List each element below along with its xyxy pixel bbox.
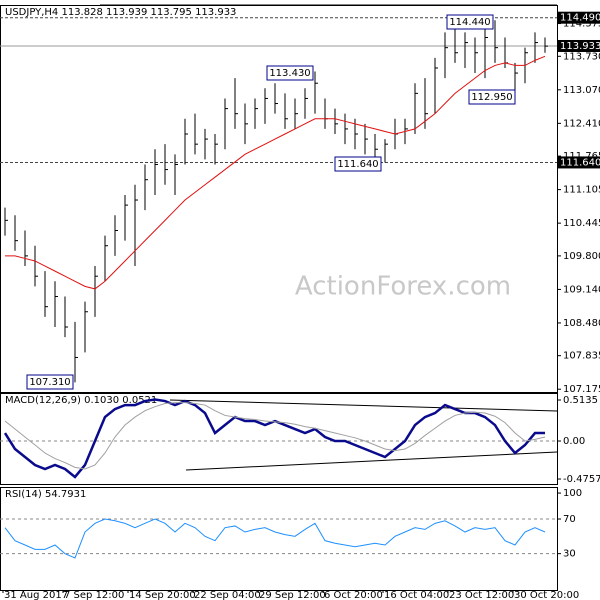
y-tick-label: 108.480 bbox=[563, 318, 600, 329]
watermark: ActionForex.com bbox=[295, 272, 511, 302]
level-label: 111.640 bbox=[560, 157, 600, 168]
annotation-box bbox=[446, 14, 494, 30]
last-price-box bbox=[557, 39, 600, 52]
y-tick-label: 0.00 bbox=[563, 436, 585, 447]
y-tick-label: 107.175 bbox=[563, 384, 600, 395]
series-line bbox=[4, 402, 546, 470]
y-tick-label: 113.070 bbox=[563, 85, 600, 96]
last-price-label: 113.933 bbox=[560, 41, 600, 52]
series-line bbox=[3, 398, 545, 479]
series-line bbox=[4, 518, 546, 559]
y-tick-label: 112.410 bbox=[563, 118, 600, 129]
y-tick-label: 110.445 bbox=[563, 218, 600, 229]
moving-average bbox=[5, 55, 546, 290]
trendline bbox=[169, 399, 558, 412]
annotation-label: 113.430 bbox=[269, 68, 310, 79]
annotation-box bbox=[468, 89, 516, 105]
y-tick-label: 30 bbox=[563, 549, 576, 560]
level-box bbox=[557, 11, 600, 24]
x-tick-label: 16 Oct 04:00 bbox=[384, 590, 449, 600]
y-tick-label: 109.140 bbox=[563, 284, 600, 295]
x-tick-label: 6 Oct 20:00 bbox=[324, 590, 383, 600]
panel-title: USDJPY,H4 113.828 113.939 113.795 113.93… bbox=[5, 7, 236, 18]
x-tick-label: 22 Sep 04:00 bbox=[194, 590, 261, 600]
annotation-label: 107.310 bbox=[29, 377, 70, 388]
level-box bbox=[557, 156, 600, 169]
y-tick-label: 0.5135 bbox=[563, 395, 598, 406]
x-tick-label: 14 Sep 20:00 bbox=[129, 590, 196, 600]
x-tick-label: 31 Aug 2017 bbox=[4, 590, 68, 600]
annotation-box bbox=[26, 374, 74, 390]
annotation-box bbox=[266, 65, 314, 81]
y-tick-label: 111.105 bbox=[563, 185, 600, 196]
panel-frame bbox=[0, 5, 558, 393]
panel-frame bbox=[0, 487, 558, 591]
x-tick-label: 7 Sep 12:00 bbox=[64, 590, 124, 600]
annotation-label: 112.950 bbox=[471, 92, 512, 103]
trendline bbox=[185, 451, 558, 471]
y-tick-label: 70 bbox=[563, 514, 576, 525]
annotation-box bbox=[334, 156, 382, 172]
y-tick-label: 100 bbox=[563, 488, 582, 499]
y-tick-label: -0.4757 bbox=[563, 474, 600, 485]
y-tick-label: 107.835 bbox=[563, 351, 600, 362]
y-tick-label: 113.730 bbox=[563, 51, 600, 62]
annotation-label: 111.640 bbox=[337, 159, 378, 170]
x-tick-label: 29 Sep 12:00 bbox=[259, 590, 326, 600]
panel-title: MACD(12,26,9) 0.1030 0.0521 bbox=[5, 395, 157, 406]
annotation-label: 114.440 bbox=[449, 17, 490, 28]
panel-frame bbox=[0, 393, 558, 485]
y-tick-label: 109.800 bbox=[563, 251, 600, 262]
x-tick-label: 23 Oct 12:00 bbox=[449, 590, 514, 600]
y-tick-label: 114.375 bbox=[563, 19, 600, 30]
x-tick-label: 30 Oct 20:00 bbox=[514, 590, 579, 600]
level-label: 114.490 bbox=[560, 13, 600, 24]
panel-title: RSI(14) 54.7931 bbox=[5, 489, 86, 500]
